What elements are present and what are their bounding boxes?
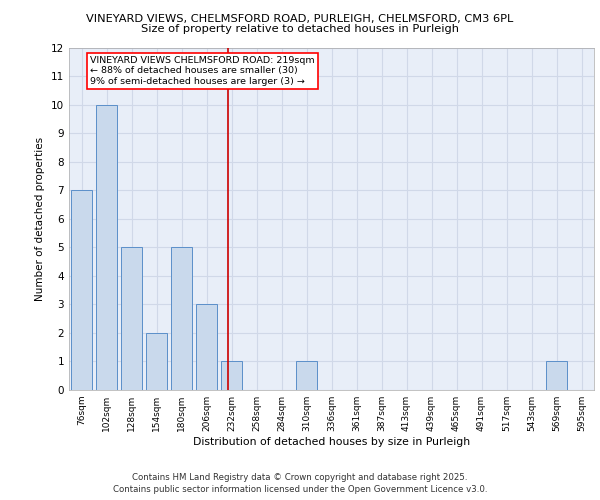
Bar <box>296 362 317 390</box>
Bar <box>221 362 242 390</box>
Text: Size of property relative to detached houses in Purleigh: Size of property relative to detached ho… <box>141 24 459 34</box>
Y-axis label: Number of detached properties: Number of detached properties <box>35 136 46 301</box>
Bar <box>96 104 117 390</box>
Bar <box>146 333 167 390</box>
X-axis label: Distribution of detached houses by size in Purleigh: Distribution of detached houses by size … <box>193 437 470 447</box>
Text: VINEYARD VIEWS, CHELMSFORD ROAD, PURLEIGH, CHELMSFORD, CM3 6PL: VINEYARD VIEWS, CHELMSFORD ROAD, PURLEIG… <box>86 14 514 24</box>
Text: VINEYARD VIEWS CHELMSFORD ROAD: 219sqm
← 88% of detached houses are smaller (30): VINEYARD VIEWS CHELMSFORD ROAD: 219sqm ←… <box>90 56 315 86</box>
Bar <box>121 248 142 390</box>
Bar <box>546 362 567 390</box>
Bar <box>71 190 92 390</box>
Bar <box>171 248 192 390</box>
Bar <box>196 304 217 390</box>
Text: Contains HM Land Registry data © Crown copyright and database right 2025.
Contai: Contains HM Land Registry data © Crown c… <box>113 472 487 494</box>
